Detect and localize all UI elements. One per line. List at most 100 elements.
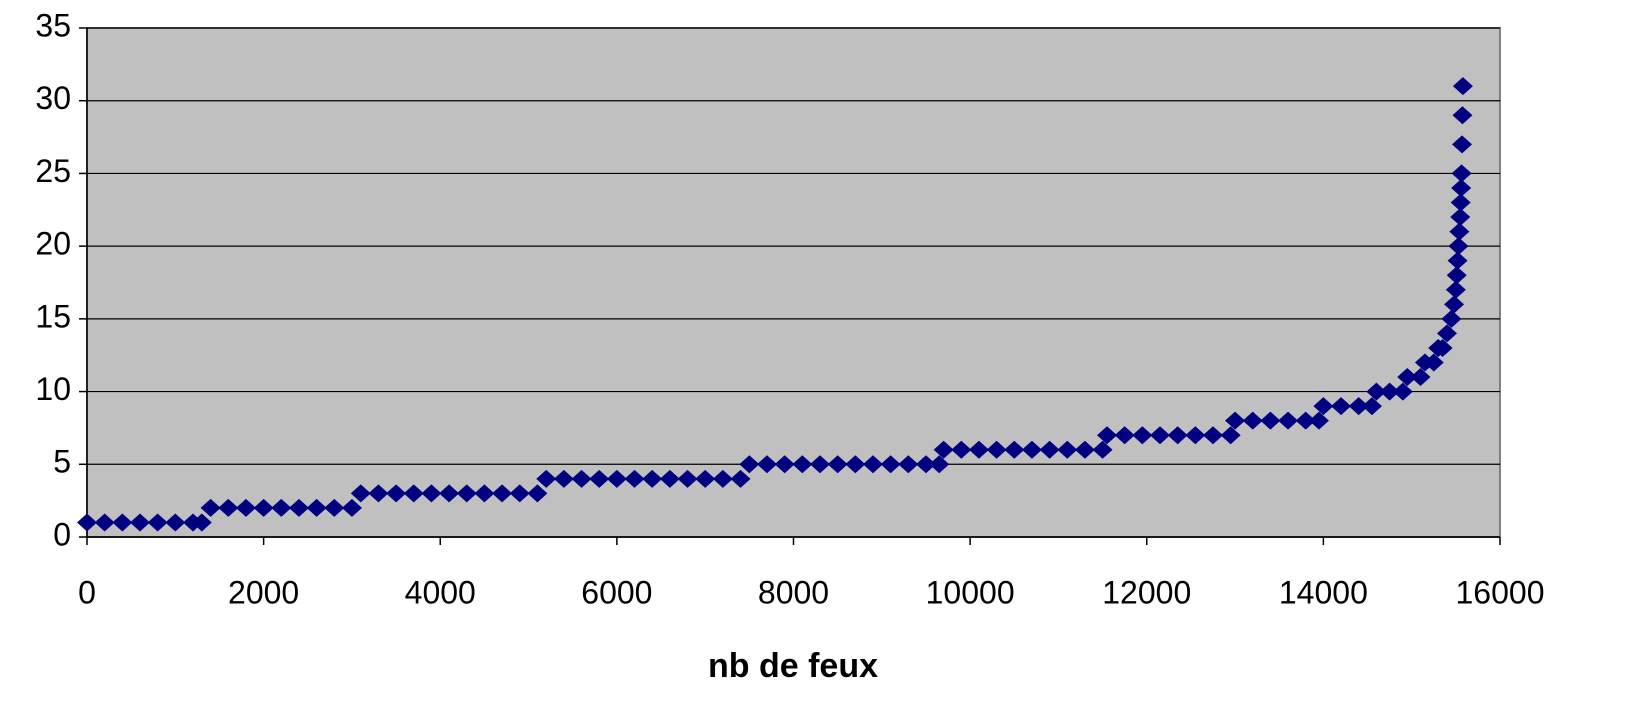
point [350, 484, 371, 503]
point [1097, 426, 1118, 445]
point [1450, 193, 1471, 212]
point [341, 498, 362, 517]
y-tick-label: 35 [35, 7, 71, 43]
point [456, 484, 477, 503]
point [386, 484, 407, 503]
point [368, 484, 389, 503]
y-tick-label: 5 [53, 444, 71, 480]
x-tick-label: 0 [78, 574, 96, 610]
point [1379, 382, 1400, 401]
point [1308, 411, 1329, 430]
y-tick-label: 15 [35, 298, 71, 334]
point [129, 513, 150, 532]
point [757, 455, 778, 474]
point [1447, 251, 1468, 270]
y-tick-label: 0 [53, 516, 71, 552]
point [218, 498, 239, 517]
point [677, 469, 698, 488]
point [1057, 440, 1078, 459]
point [739, 455, 760, 474]
point [94, 513, 115, 532]
point [1452, 77, 1473, 96]
point [77, 513, 97, 532]
point [112, 513, 133, 532]
point [1004, 440, 1025, 459]
point [527, 484, 548, 503]
point [1397, 368, 1418, 387]
point [1185, 426, 1206, 445]
point [235, 498, 256, 517]
point [1448, 237, 1469, 256]
point [1450, 208, 1471, 227]
point [536, 469, 557, 488]
x-tick-label: 10000 [926, 574, 1015, 610]
point [862, 455, 883, 474]
point [1392, 382, 1413, 401]
point [1366, 382, 1387, 401]
point [147, 513, 168, 532]
point [951, 440, 972, 459]
point [659, 469, 680, 488]
point [986, 440, 1007, 459]
point [1074, 440, 1095, 459]
point [1441, 309, 1462, 328]
point [553, 469, 574, 488]
point [571, 469, 592, 488]
point [1446, 266, 1467, 285]
point [589, 469, 610, 488]
point [933, 440, 954, 459]
point [1313, 397, 1334, 416]
point [1242, 411, 1263, 430]
point [253, 498, 274, 517]
point [1149, 426, 1170, 445]
point [1278, 411, 1299, 430]
point [1331, 397, 1352, 416]
point [827, 455, 848, 474]
point [880, 455, 901, 474]
point [730, 469, 751, 488]
point [191, 513, 212, 532]
point [439, 484, 460, 503]
point [712, 469, 733, 488]
plot-area [86, 27, 1501, 538]
point [1132, 426, 1153, 445]
y-tick-label: 10 [35, 371, 71, 407]
point [1225, 411, 1246, 430]
point [1437, 324, 1458, 343]
x-axis-label: nb de feux [708, 647, 878, 685]
point [165, 513, 186, 532]
point [421, 484, 442, 503]
point [492, 484, 513, 503]
y-tick-label: 20 [35, 226, 71, 262]
point [792, 455, 813, 474]
point [968, 440, 989, 459]
point [200, 498, 221, 517]
point [1348, 397, 1369, 416]
point [1021, 440, 1042, 459]
point [774, 455, 795, 474]
point [509, 484, 530, 503]
x-tick-label: 14000 [1279, 574, 1368, 610]
point [898, 455, 919, 474]
point [1452, 106, 1473, 125]
point [288, 498, 309, 517]
x-tick-label: 16000 [1456, 574, 1545, 610]
point [306, 498, 327, 517]
x-tick-label: 12000 [1102, 574, 1191, 610]
point [1432, 338, 1453, 357]
point [1410, 368, 1431, 387]
point [324, 498, 345, 517]
x-tick-label: 6000 [581, 574, 652, 610]
point [1220, 426, 1241, 445]
point [1452, 135, 1473, 154]
point [1202, 426, 1223, 445]
point [1451, 178, 1472, 197]
x-tick-label: 4000 [405, 574, 476, 610]
point [1449, 222, 1470, 241]
point [1423, 353, 1444, 372]
point [1295, 411, 1316, 430]
point [624, 469, 645, 488]
y-tick-label: 25 [35, 153, 71, 189]
point [606, 469, 627, 488]
